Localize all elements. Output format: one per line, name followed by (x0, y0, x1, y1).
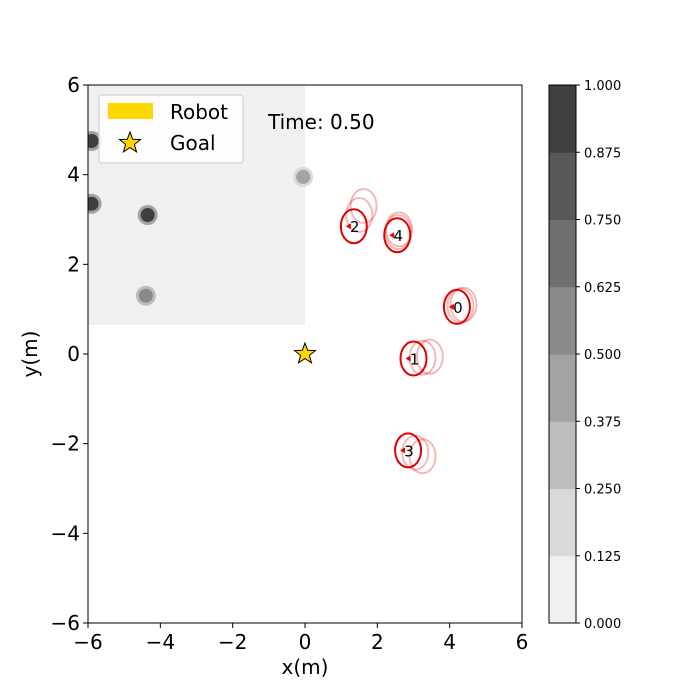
colorbar-tick-label: 0.000 (584, 617, 621, 632)
colorbar-tick-label: 0.875 (584, 146, 621, 161)
human-circle (394, 432, 423, 469)
colorbar-band (549, 219, 576, 288)
humans-layer: 0 1 2 3 4 (339, 188, 478, 475)
human-history-circle (408, 438, 437, 475)
colorbar-band (549, 354, 576, 422)
x-tick-label: 0 (299, 630, 312, 654)
colorbar-tick-label: 1.000 (584, 79, 621, 94)
colorbar-tick-label: 0.250 (584, 483, 621, 498)
colorbar-ticks: 0.000 0.125 0.250 0.375 0.500 0.625 0.750 0.875… (576, 79, 621, 632)
human-heading-arrow (345, 223, 351, 230)
colorbar-tick-label: 0.500 (584, 348, 621, 363)
x-axis-label: x(m) (282, 655, 329, 679)
human-0: 0 (442, 286, 478, 325)
human-3: 3 (394, 432, 437, 475)
colorbar-tick-label: 0.375 (584, 415, 621, 430)
occupancy-blob (138, 288, 153, 303)
human-heading-arrow (400, 447, 406, 454)
human-id-label: 2 (350, 218, 360, 236)
human-heading-arrow (389, 232, 395, 239)
colorbar-band (549, 286, 576, 355)
human-id-label: 1 (410, 350, 420, 368)
colorbar-band (549, 152, 576, 220)
legend-robot-label: Robot (170, 100, 228, 124)
y-tick-label: −6 (51, 611, 80, 635)
human-2: 2 (339, 188, 378, 245)
human-circle (442, 288, 471, 325)
colorbar-band (549, 488, 576, 557)
occupancy-blob (296, 169, 311, 184)
human-heading-arrow (448, 303, 454, 310)
human-id-label: 4 (393, 227, 403, 245)
y-tick-label: 4 (67, 163, 80, 187)
legend-goal-star-icon (118, 130, 142, 154)
x-tick-label: 4 (443, 630, 456, 654)
colorbar-band (549, 555, 576, 624)
y-tick-label: −4 (51, 521, 80, 545)
human-4: 4 (383, 211, 414, 254)
y-tick-label: 6 (67, 73, 80, 97)
colorbar-bands (549, 85, 576, 624)
occupancy-blobs (88, 131, 314, 306)
x-tick-label: 6 (516, 630, 529, 654)
x-tick-label: −4 (146, 630, 175, 654)
human-1: 1 (399, 338, 444, 377)
legend-goal-label: Goal (170, 131, 216, 155)
colorbar-tick-label: 0.625 (584, 281, 621, 296)
y-tick-label: −2 (51, 432, 80, 456)
human-history-circle (349, 188, 378, 225)
colorbar-tick-label: 0.125 (584, 550, 621, 565)
human-circle (399, 340, 428, 377)
human-circle (383, 217, 412, 254)
x-tick-label: −2 (218, 630, 247, 654)
plot-area: 0 1 2 3 4 (87, 84, 523, 624)
human-history-circle (345, 197, 374, 234)
human-history-circle (385, 211, 414, 248)
goal-layer (293, 341, 317, 365)
legend: Robot Goal (98, 94, 244, 164)
occupancy-blob (88, 134, 99, 149)
x-tick-label: −6 (73, 630, 102, 654)
occupancy-blob (88, 196, 99, 211)
occupancy-blob (140, 208, 155, 223)
human-id-label: 3 (404, 442, 414, 460)
human-circle (339, 208, 368, 245)
human-id-label: 0 (453, 299, 463, 317)
colorbar-band (549, 421, 576, 489)
x-axis-ticks: −6 −4 −2 0 2 4 6 (73, 623, 528, 654)
colorbar: 0.000 0.125 0.250 0.375 0.500 0.625 0.750 0.875… (548, 79, 621, 632)
human-history-circle (415, 338, 444, 375)
y-tick-label: 0 (67, 342, 80, 366)
colorbar-tick-label: 0.750 (584, 214, 621, 229)
y-axis-ticks: −6 −4 −2 0 2 4 6 (51, 73, 88, 635)
y-axis-label: y(m) (18, 331, 42, 378)
x-tick-label: 2 (371, 630, 384, 654)
legend-robot-swatch (108, 103, 153, 119)
y-tick-label: 2 (67, 252, 80, 276)
goal-star (293, 341, 317, 365)
colorbar-band (549, 85, 576, 153)
human-heading-arrow (405, 355, 411, 362)
time-label: Time: 0.50 (267, 110, 375, 134)
